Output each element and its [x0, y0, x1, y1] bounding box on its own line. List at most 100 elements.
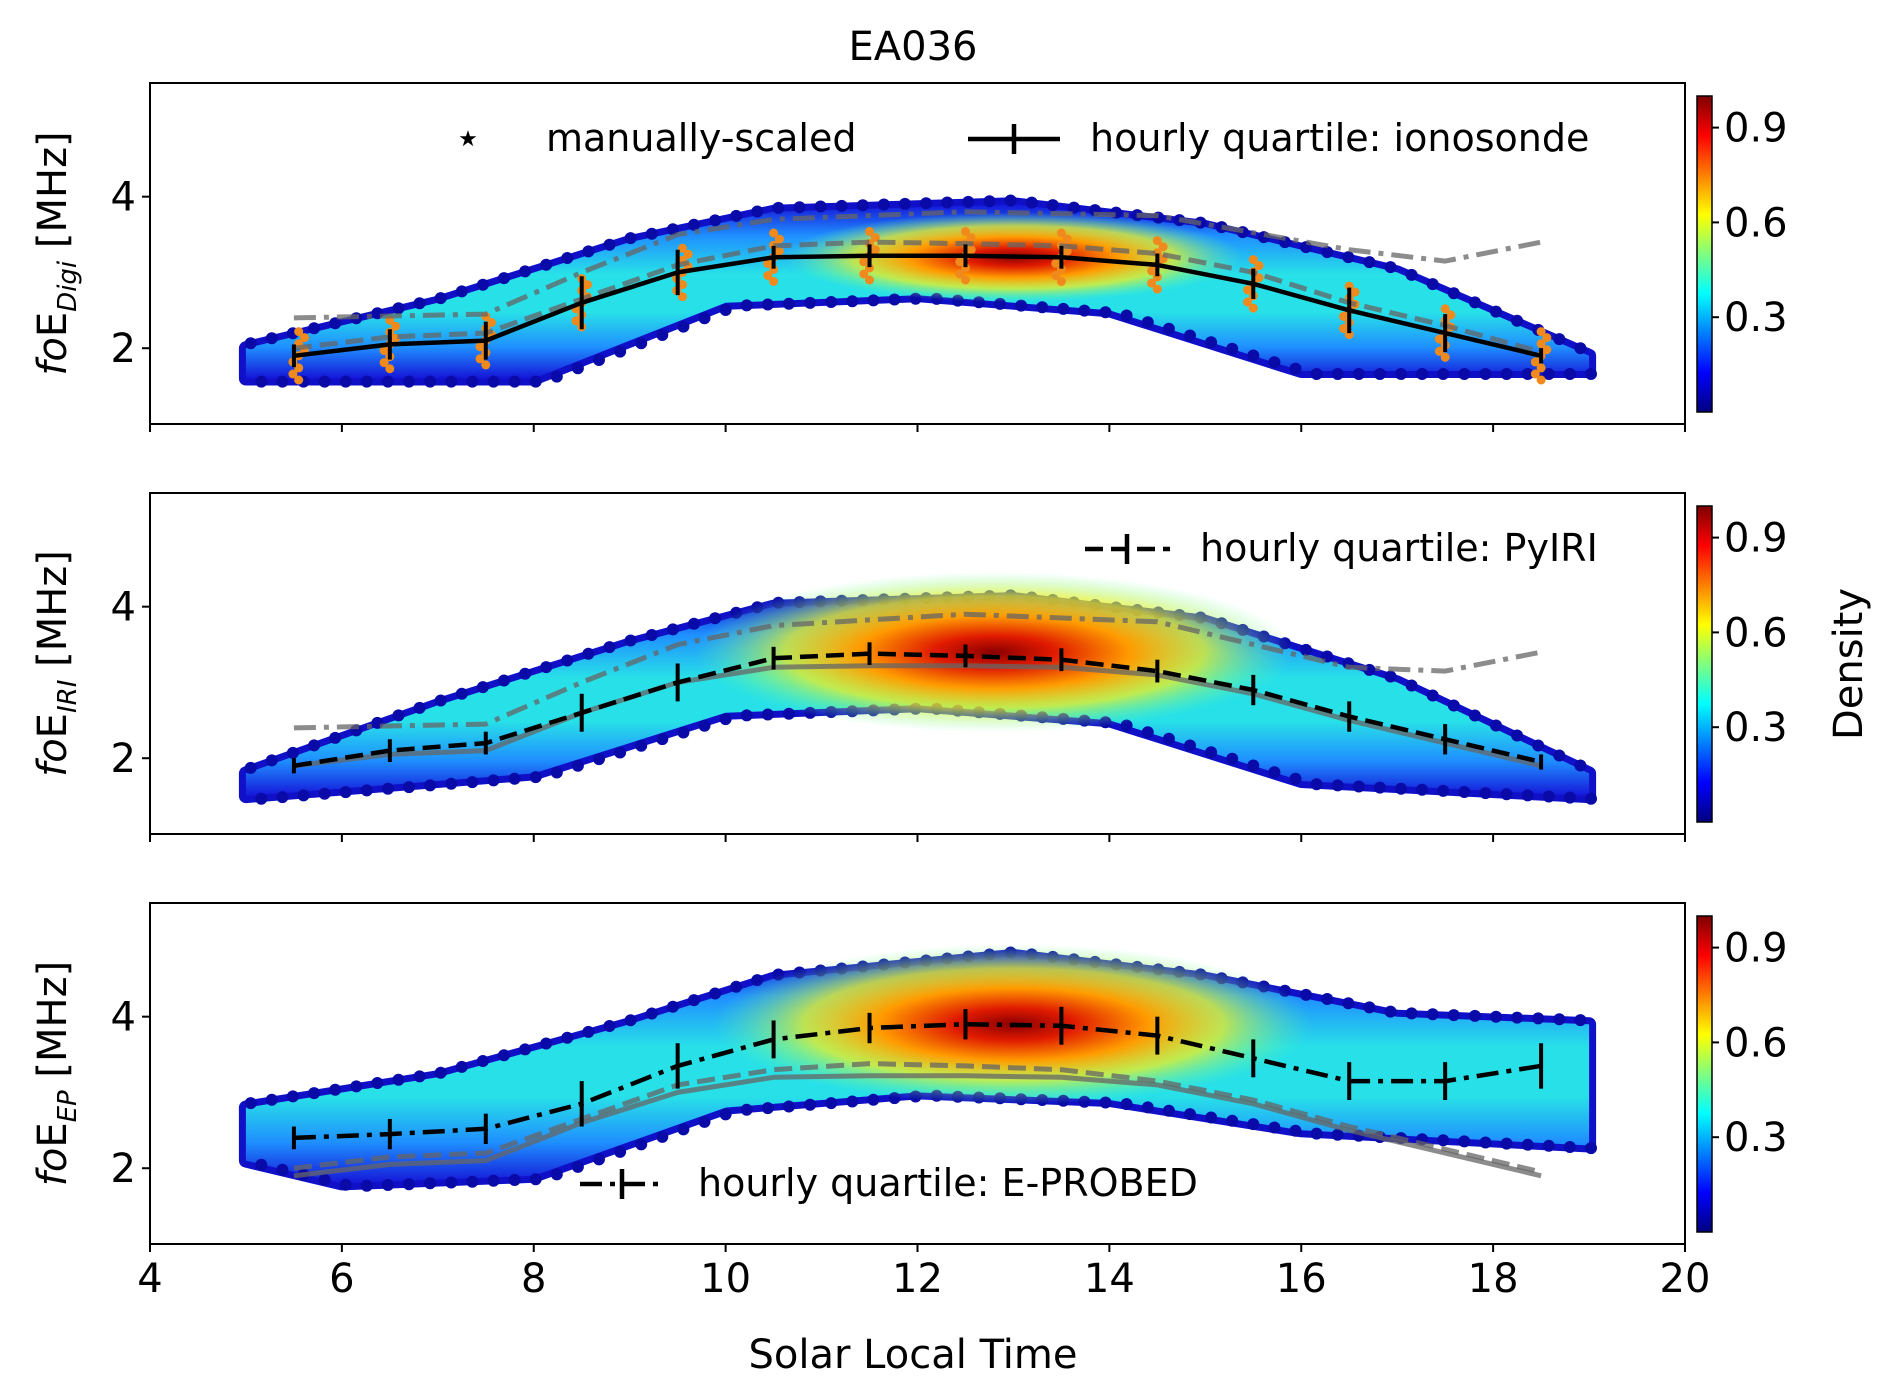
- scatter-point: [1426, 1008, 1439, 1021]
- scatter-point: [519, 1043, 532, 1056]
- scatter-point: [1141, 1101, 1154, 1114]
- scatter-point: [1363, 256, 1376, 269]
- scatter-point: [582, 245, 595, 258]
- scatter-point: [1226, 342, 1239, 355]
- manual-point: [774, 246, 784, 256]
- scatter-point: [761, 298, 774, 311]
- scatter-point: [1205, 1111, 1218, 1124]
- scatter-point: [603, 1020, 616, 1032]
- manual-point: [1152, 284, 1162, 294]
- manual-point: [379, 346, 389, 355]
- x-tick-label: 4: [137, 1256, 162, 1302]
- scatter-point: [656, 329, 669, 341]
- manual-point: [859, 257, 869, 267]
- scatter-point: [476, 278, 489, 291]
- manual-point: [865, 275, 874, 285]
- scatter-point: [1363, 1001, 1376, 1014]
- scatter-point: [1574, 759, 1587, 772]
- manual-point: [1152, 236, 1162, 246]
- scatter-point: [656, 1130, 669, 1143]
- y-tick-label: 2: [111, 326, 136, 372]
- scatter-point: [593, 354, 605, 366]
- manual-point: [1440, 304, 1450, 314]
- scatter-point: [571, 362, 584, 375]
- scatter-point: [466, 375, 479, 388]
- manual-point: [391, 321, 401, 331]
- scatter-point: [1384, 670, 1397, 683]
- y-axis-label: foEEP [MHz]: [30, 961, 83, 1186]
- scatter-point: [529, 771, 542, 784]
- scatter-point: [1057, 302, 1070, 315]
- x-tick-label: 18: [1468, 1256, 1519, 1302]
- scatter-point: [265, 754, 278, 767]
- scatter-point: [677, 320, 690, 333]
- scatter-point: [614, 1145, 627, 1158]
- manual-point: [1536, 339, 1546, 349]
- manual-point: [1051, 271, 1061, 280]
- scatter-point: [1247, 349, 1260, 362]
- scatter-point: [318, 375, 331, 388]
- scatter-point: [1542, 1139, 1555, 1152]
- scatter-point: [297, 789, 310, 802]
- scatter-point: [624, 232, 637, 245]
- scatter-point: [1563, 1141, 1576, 1153]
- scatter-point: [413, 1070, 426, 1083]
- scatter-point: [624, 1014, 637, 1027]
- scatter-point: [709, 214, 722, 227]
- scatter-point: [1458, 786, 1471, 798]
- scatter-point: [740, 299, 753, 312]
- scatter-point: [318, 1173, 331, 1186]
- scatter-point: [339, 375, 352, 388]
- scatter-point: [846, 295, 859, 308]
- scatter-point: [698, 312, 711, 325]
- manual-point: [961, 275, 970, 285]
- manual-point: [1339, 324, 1348, 333]
- scatter-point: [1247, 1118, 1260, 1131]
- manual-point: [1147, 278, 1157, 288]
- scatter-point: [1395, 368, 1407, 380]
- scatter-point: [835, 199, 848, 212]
- scatter-point: [983, 195, 996, 208]
- scatter-point: [1574, 342, 1587, 355]
- manual-point: [966, 233, 976, 243]
- scatter-point: [445, 777, 458, 790]
- x-tick-label: 20: [1660, 1256, 1711, 1302]
- y-tick-label: 2: [111, 1146, 136, 1192]
- manual-point: [294, 363, 304, 373]
- scatter-point: [1395, 782, 1407, 795]
- scatter-point: [1585, 792, 1597, 805]
- scatter-point: [888, 293, 901, 306]
- scatter-point: [371, 1077, 384, 1089]
- colorbar-tick-label: 0.6: [1724, 1020, 1788, 1066]
- scatter-point: [1205, 336, 1218, 349]
- scatter-point: [308, 1087, 321, 1100]
- scatter-point: [1479, 787, 1492, 800]
- scatter-point: [519, 265, 532, 278]
- scatter-point: [804, 1098, 817, 1111]
- scatter-point: [593, 753, 605, 766]
- scatter-point: [1511, 729, 1524, 742]
- colorbar-tick-label: 0.6: [1724, 610, 1788, 656]
- quartile-line: [293, 253, 1542, 359]
- scatter-point: [455, 687, 468, 700]
- scatter-point: [1563, 791, 1576, 804]
- reference-curve: [293, 209, 1542, 321]
- manual-point: [487, 318, 496, 327]
- scatter-point: [561, 1031, 574, 1044]
- scatter-point: [424, 1177, 437, 1190]
- scatter-point: [666, 1000, 679, 1013]
- manual-point: [961, 263, 970, 273]
- scatter-point: [666, 623, 679, 636]
- scatter-point: [1162, 322, 1175, 335]
- colorbar-label: Density: [1826, 588, 1872, 740]
- scatter-point: [1521, 789, 1534, 802]
- x-tick-label: 6: [329, 1256, 354, 1302]
- scatter-point: [1511, 314, 1524, 327]
- scatter-point: [740, 1103, 753, 1116]
- scatter-point: [529, 1173, 542, 1186]
- scatter-point: [1268, 1121, 1281, 1134]
- scatter-point: [255, 1158, 268, 1171]
- manual-point: [870, 245, 880, 255]
- scatter-point: [392, 1073, 405, 1086]
- scatter-point: [487, 774, 500, 787]
